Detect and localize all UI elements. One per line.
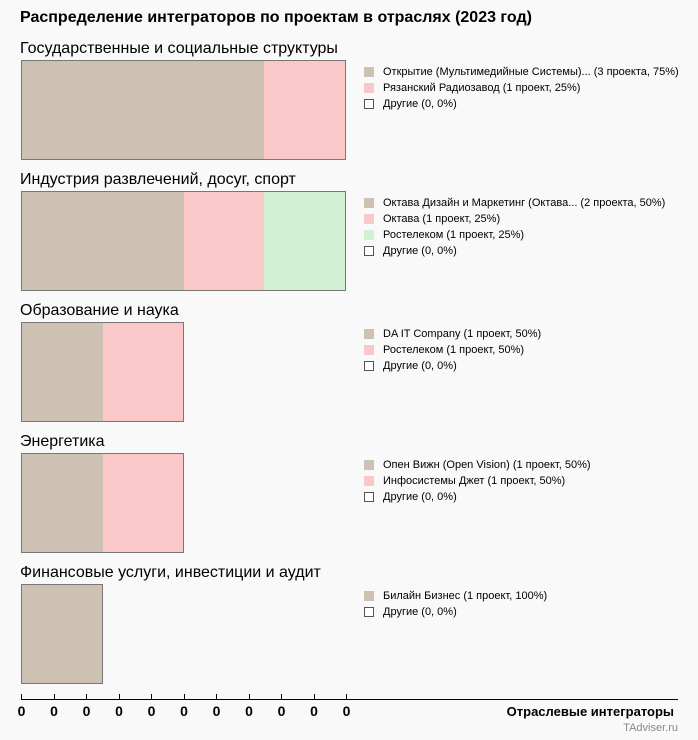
legend-label: Другие (0, 0%)	[383, 606, 457, 618]
legend-swatch	[364, 492, 374, 502]
x-tick	[313, 694, 315, 700]
x-axis	[21, 699, 678, 700]
legend-swatch	[364, 361, 374, 371]
legend-swatch	[364, 246, 374, 256]
x-tick	[53, 694, 55, 700]
legend-label: Билайн Бизнес (1 проект, 100%)	[383, 590, 548, 602]
bar-segment[interactable]	[102, 454, 183, 552]
legend-label: Опен Вижн (Open Vision) (1 проект, 50%)	[383, 459, 591, 471]
stacked-bar	[21, 322, 184, 422]
legend-item: Октава Дизайн и Маркетинг (Октава... (2 …	[364, 196, 665, 210]
legend-label: Октава (1 проект, 25%)	[383, 213, 501, 225]
group-title: Энергетика	[20, 433, 105, 450]
x-tick-label: 0	[115, 703, 123, 719]
legend-item: Другие (0, 0%)	[364, 359, 457, 373]
legend-label: Ростелеком (1 проект, 50%)	[383, 344, 525, 356]
x-tick	[86, 694, 87, 700]
legend-swatch	[364, 329, 374, 339]
legend-label: Ростелеком (1 проект, 25%)	[383, 229, 525, 241]
group-title: Индустрия развлечений, досуг, спорт	[20, 171, 296, 188]
legend-item: Открытие (Мультимедийные Системы)... (3 …	[364, 65, 679, 79]
legend-swatch	[364, 67, 374, 77]
legend-swatch	[364, 230, 374, 240]
x-tick-label: 0	[50, 703, 58, 719]
legend-item: Билайн Бизнес (1 проект, 100%)	[364, 589, 547, 603]
x-tick	[248, 694, 250, 700]
legend-item: DA IT Company (1 проект, 50%)	[364, 327, 541, 341]
legend-swatch	[364, 607, 374, 617]
x-tick-label: 0	[277, 703, 286, 719]
legend-item: Другие (0, 0%)	[364, 605, 457, 619]
x-tick	[183, 694, 185, 700]
legend-swatch	[364, 214, 374, 224]
x-tick-label: 0	[245, 703, 253, 719]
bar-segment[interactable]	[183, 192, 265, 290]
legend-swatch	[364, 460, 374, 470]
x-tick	[281, 694, 282, 700]
watermark: TAdviser.ru	[623, 722, 678, 734]
legend-item: Ростелеком (1 проект, 25%)	[364, 228, 524, 242]
legend-swatch	[364, 99, 374, 109]
legend-label: Открытие (Мультимедийные Системы)... (3 …	[383, 66, 679, 78]
bar-segment[interactable]	[102, 323, 183, 421]
stacked-bar	[21, 60, 346, 160]
group-title: Образование и наука	[20, 302, 179, 319]
legend-label: DA IT Company (1 проект, 50%)	[383, 328, 542, 340]
stacked-bar	[21, 191, 346, 291]
legend-label: Другие (0, 0%)	[383, 360, 457, 372]
legend-label: Октава Дизайн и Маркетинг (Октава... (2 …	[383, 197, 666, 209]
bar-segment[interactable]	[22, 192, 184, 290]
group-title: Государственные и социальные структуры	[20, 40, 338, 57]
legend-item: Рязанский Радиозавод (1 проект, 25%)	[364, 81, 580, 95]
legend-item: Опен Вижн (Open Vision) (1 проект, 50%)	[364, 458, 591, 472]
x-tick-label: 0	[342, 703, 351, 719]
bar-segment[interactable]	[22, 61, 265, 159]
group-title: Финансовые услуги, инвестиции и аудит	[20, 564, 321, 581]
x-tick	[346, 694, 347, 700]
legend-swatch	[364, 476, 374, 486]
x-tick-label: 0	[17, 703, 26, 719]
legend-item: Другие (0, 0%)	[364, 244, 457, 258]
bar-segment[interactable]	[22, 454, 103, 552]
stacked-bar	[21, 453, 184, 553]
x-axis-label: Отраслевые интеграторы	[506, 704, 674, 719]
bar-segment[interactable]	[264, 61, 345, 159]
x-tick-label: 0	[212, 703, 221, 719]
legend-item: Ростелеком (1 проект, 50%)	[364, 343, 524, 357]
legend-item: Инфосистемы Джет (1 проект, 50%)	[364, 474, 565, 488]
legend-swatch	[364, 591, 374, 601]
x-tick	[118, 694, 120, 700]
legend-label: Другие (0, 0%)	[383, 98, 457, 110]
x-tick-label: 0	[180, 703, 188, 719]
x-tick-label: 0	[82, 703, 91, 719]
legend-swatch	[364, 83, 374, 93]
legend-label: Другие (0, 0%)	[383, 245, 457, 257]
legend-item: Другие (0, 0%)	[364, 490, 457, 504]
legend-label: Инфосистемы Джет (1 проект, 50%)	[383, 475, 566, 487]
bar-segment[interactable]	[22, 323, 103, 421]
stacked-bar	[21, 584, 103, 684]
bar-segment[interactable]	[264, 192, 345, 290]
legend-item: Другие (0, 0%)	[364, 97, 457, 111]
legend-item: Октава (1 проект, 25%)	[364, 212, 500, 226]
bar-segment[interactable]	[22, 585, 102, 683]
legend-swatch	[364, 345, 374, 355]
legend-label: Рязанский Радиозавод (1 проект, 25%)	[383, 82, 581, 94]
chart-title: Распределение интеграторов по проектам в…	[20, 9, 532, 26]
x-tick	[216, 694, 217, 700]
x-tick-label: 0	[147, 703, 156, 719]
x-tick	[21, 694, 22, 700]
legend-label: Другие (0, 0%)	[383, 491, 457, 503]
x-tick-label: 0	[310, 703, 318, 719]
legend-swatch	[364, 198, 374, 208]
x-tick	[151, 694, 152, 700]
